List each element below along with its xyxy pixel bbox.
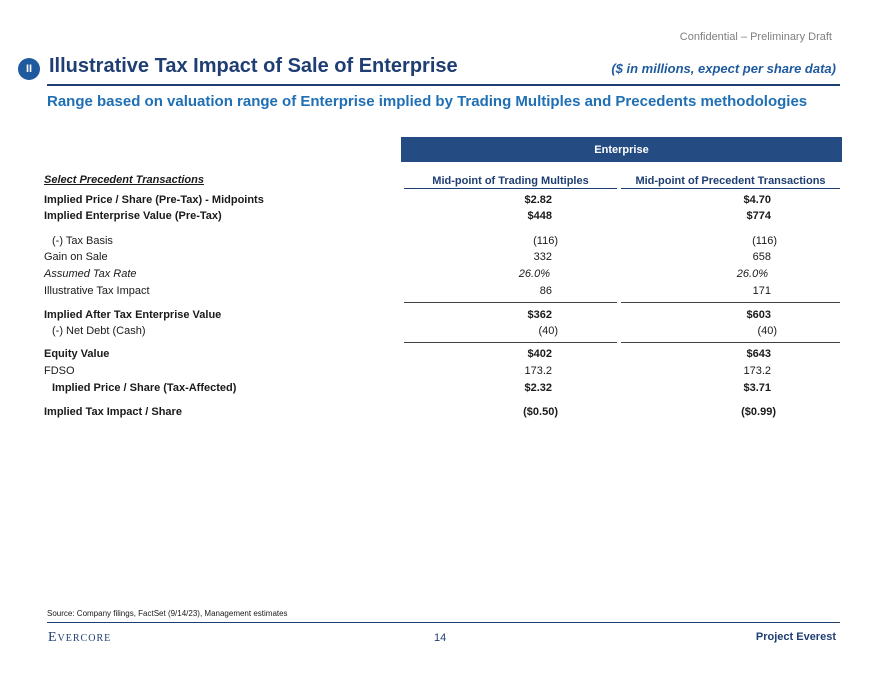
row-label: FDSO xyxy=(44,365,75,377)
column-rule xyxy=(404,188,617,189)
row-label: Implied Price / Share (Tax-Affected) xyxy=(52,382,237,394)
footer-divider xyxy=(47,622,840,623)
section-badge: II xyxy=(18,58,40,80)
row-value-trading: $2.32 xyxy=(524,382,552,394)
row-separator xyxy=(621,342,840,343)
row-separator xyxy=(621,302,840,303)
section-header: Select Precedent Transactions xyxy=(44,174,204,186)
row-value-trading: ($0.50) xyxy=(523,406,558,418)
row-value-trading: $362 xyxy=(527,309,552,321)
row-label: Gain on Sale xyxy=(44,251,108,263)
page-title: Illustrative Tax Impact of Sale of Enter… xyxy=(49,55,458,77)
project-name: Project Everest xyxy=(755,631,836,643)
row-label: Implied Enterprise Value (Pre-Tax) xyxy=(44,210,222,222)
row-value-precedent: 658 xyxy=(752,251,771,263)
row-label: Implied After Tax Enterprise Value xyxy=(44,309,222,321)
row-value-trading: (116) xyxy=(533,235,558,247)
column-rule xyxy=(621,188,840,189)
row-value-trading: $2.82 xyxy=(524,194,552,206)
row-value-precedent: $3.71 xyxy=(743,382,771,394)
row-value-precedent: 26.0% xyxy=(736,268,768,280)
enterprise-group-header: Enterprise xyxy=(401,137,842,162)
column-header-trading: Mid-point of Trading Multiples xyxy=(432,175,589,187)
row-value-trading: 26.0% xyxy=(518,268,550,280)
row-label: Equity Value xyxy=(44,348,110,360)
row-label: Implied Tax Impact / Share xyxy=(44,406,182,418)
row-value-precedent: ($0.99) xyxy=(741,406,776,418)
row-separator xyxy=(404,342,617,343)
confidential-label: Confidential – Preliminary Draft xyxy=(679,31,832,43)
row-separator xyxy=(404,302,617,303)
row-value-precedent: (116) xyxy=(752,235,777,247)
title-divider xyxy=(47,84,840,86)
row-label: Illustrative Tax Impact xyxy=(44,285,150,297)
row-value-trading: (40) xyxy=(538,325,558,337)
row-label: Implied Price / Share (Pre-Tax) - Midpoi… xyxy=(44,194,264,206)
row-value-precedent: $643 xyxy=(746,348,771,360)
row-value-trading: $402 xyxy=(527,348,552,360)
row-value-precedent: (40) xyxy=(757,325,777,337)
row-value-precedent: $603 xyxy=(746,309,771,321)
source-note: Source: Company filings, FactSet (9/14/2… xyxy=(47,609,288,618)
row-value-precedent: $774 xyxy=(746,210,771,222)
row-value-precedent: 173.2 xyxy=(743,365,771,377)
row-value-trading: 332 xyxy=(533,251,552,263)
row-label: Assumed Tax Rate xyxy=(44,268,137,280)
row-label: (-) Tax Basis xyxy=(52,235,113,247)
page-subtitle: Range based on valuation range of Enterp… xyxy=(47,93,808,110)
row-value-trading: 86 xyxy=(539,285,552,297)
page-number: 14 xyxy=(434,632,447,644)
row-value-precedent: 171 xyxy=(752,285,771,297)
column-header-precedent: Mid-point of Precedent Transactions xyxy=(635,175,826,187)
row-label: (-) Net Debt (Cash) xyxy=(52,325,146,337)
row-value-trading: 173.2 xyxy=(524,365,552,377)
row-value-precedent: $4.70 xyxy=(743,194,771,206)
evercore-logo: Evercore xyxy=(48,630,112,645)
units-note: ($ in millions, expect per share data) xyxy=(611,61,836,76)
row-value-trading: $448 xyxy=(527,210,552,222)
